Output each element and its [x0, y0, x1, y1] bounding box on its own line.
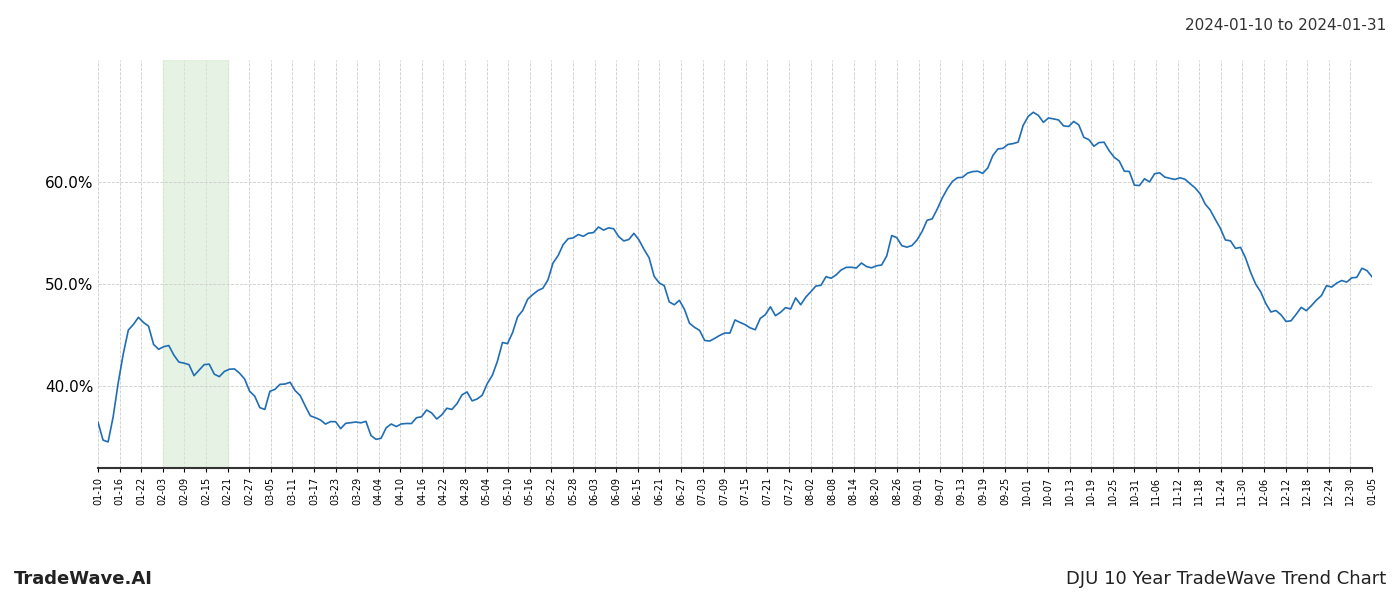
Text: DJU 10 Year TradeWave Trend Chart: DJU 10 Year TradeWave Trend Chart	[1065, 570, 1386, 588]
Bar	[162, 60, 228, 468]
Text: TradeWave.AI: TradeWave.AI	[14, 570, 153, 588]
Text: 2024-01-10 to 2024-01-31: 2024-01-10 to 2024-01-31	[1184, 18, 1386, 33]
